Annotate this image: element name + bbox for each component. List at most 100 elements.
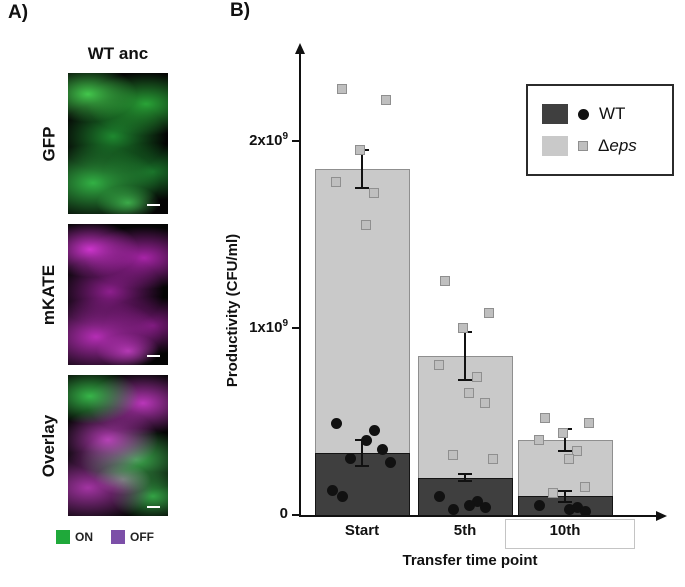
x-tick-label-10th: 10th [549,522,581,539]
point-eps [580,481,590,492]
error-cap-top-wt-5th [458,472,472,475]
panel-b-label: B) [230,0,251,21]
error-bar-wt-10th [564,490,566,502]
textbox-artifact [505,519,635,549]
legend-square-marker-icon [578,141,588,151]
point-wt [360,434,372,446]
y-tick-00 [292,514,300,516]
point-eps [540,412,550,423]
channel-label-gfp: GFP [39,126,59,161]
point-eps [534,435,544,446]
point-eps [331,177,341,188]
on-label: ON [75,530,93,544]
scale-bar [147,355,160,357]
point-eps [558,427,568,438]
micrograph-mkate [68,224,168,365]
point-wt [471,496,483,508]
point-eps [464,388,474,399]
point-eps [355,145,365,156]
legend-label-wt: WT [599,104,626,123]
legend-row-eps: Δeps [542,136,658,156]
point-wt [479,502,491,514]
point-wt [463,500,475,512]
channel-label-overlay: Overlay [39,414,59,477]
y-axis-label-wrap: Productivity (CFU/ml) [220,115,246,505]
point-eps [440,276,450,287]
on-swatch [56,530,70,544]
chart-legend: WT Δeps [526,84,674,176]
bar-chart: Transfer time point 0 1x109 2x109 Start 5th 1… [249,40,680,585]
point-wt [579,505,591,517]
error-cap-bottom-wt-5th [458,480,472,483]
point-wt [330,417,342,429]
y-axis-line [299,54,301,517]
y-axis-label: Productivity (CFU/ml) [224,233,242,387]
point-wt [563,503,575,515]
point-eps [484,308,494,319]
legend-swatch-eps [542,136,568,156]
point-eps [361,220,371,231]
off-swatch [111,530,125,544]
point-wt [344,453,356,465]
legend-circle-marker-icon [578,108,589,120]
error-cap-bottom-eps-10th [558,450,572,453]
point-wt [326,485,338,497]
x-axis-label: Transfer time point [402,552,538,569]
scale-bar [147,204,160,206]
point-eps [584,418,594,429]
x-tick-label-start: Start [344,522,380,539]
point-eps [572,446,582,457]
point-eps [434,360,444,371]
y-tick-1x109 [292,327,300,329]
point-wt [571,502,583,514]
legend-swatch-wt [542,104,568,124]
on-legend-pair: ON [56,530,93,544]
error-bar-eps-10th [564,428,566,452]
panel-a-label: A) [8,2,29,23]
error-bar-wt-5th [464,473,466,482]
error-cap-top-wt-10th [558,489,572,492]
x-axis-line [300,515,656,517]
point-wt [533,500,545,512]
x-axis-arrow [656,511,667,521]
x-tick-label-5th: 5th [453,522,477,539]
channel-label-mkate: mKATE [39,264,59,325]
on-off-legend: ON OFF [56,530,154,544]
legend-label-eps: Δeps [598,136,637,155]
error-bar-eps-5th [464,331,466,381]
error-bar-wt-start [361,440,363,467]
error-bar-eps-start [361,150,363,188]
y-tick-label-2x109: 2x109 [249,131,288,149]
point-wt [384,457,396,469]
channel-label-overlay-wrap: Overlay [36,375,62,516]
point-eps [564,453,574,464]
error-cap-bottom-wt-start [355,465,369,468]
point-eps [458,323,468,333]
off-label: OFF [130,530,154,544]
point-eps [480,397,490,408]
point-eps [381,94,391,105]
point-wt [336,490,348,502]
panel-a-title: WT anc [87,44,149,63]
point-wt [433,490,445,502]
point-eps [548,487,558,498]
channel-label-mkate-wrap: mKATE [36,224,62,365]
legend-row-wt: WT [542,104,658,124]
error-cap-bottom-eps-start [355,186,369,189]
error-cap-bottom-eps-5th [458,379,472,382]
y-axis-arrow [295,43,305,54]
point-eps [337,83,347,94]
point-eps [369,188,379,199]
point-eps [472,371,482,382]
point-eps [448,450,458,461]
y-tick-label-1x109: 1x109 [249,318,288,336]
point-wt [368,425,380,437]
scale-bar [147,506,160,508]
off-legend-pair: OFF [111,530,154,544]
y-tick-label-00: 0 [279,505,288,522]
point-wt [376,444,388,456]
micrograph-gfp [68,73,168,214]
y-tick-2x109 [292,140,300,142]
micrograph-overlay [68,375,168,516]
point-eps [488,453,498,464]
